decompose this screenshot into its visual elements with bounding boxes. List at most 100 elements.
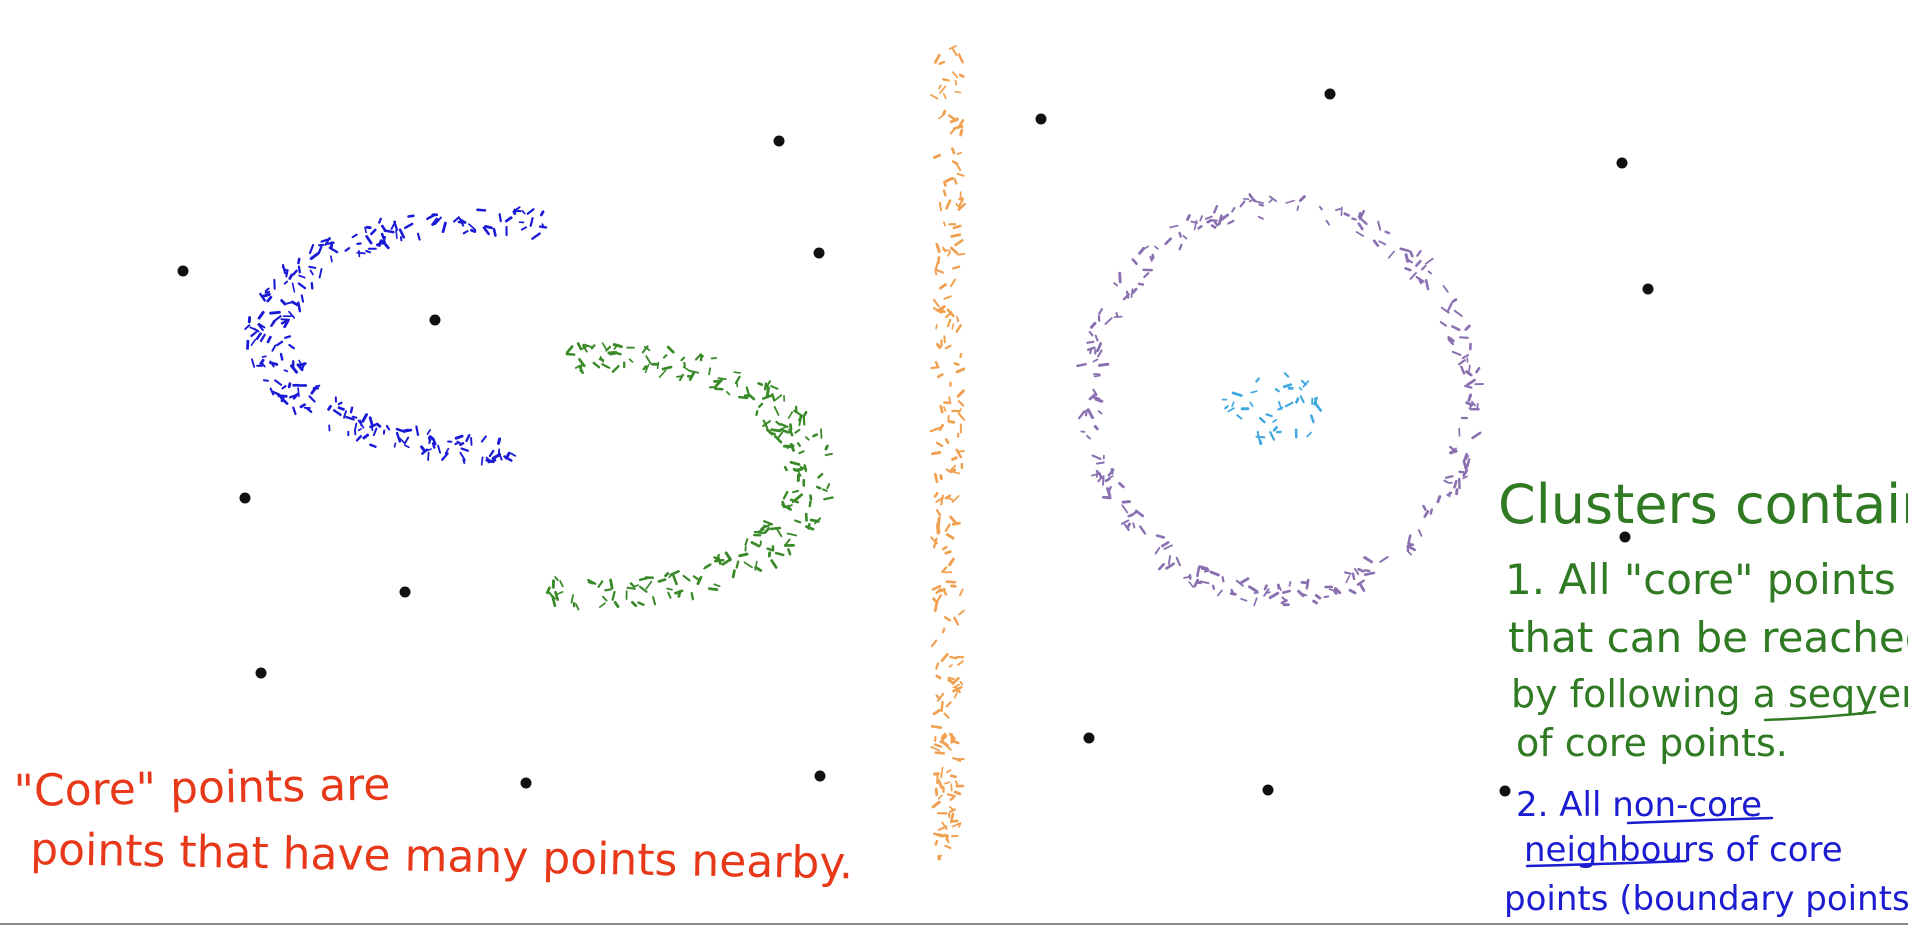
purple-point: [1217, 214, 1223, 226]
green-point: [713, 379, 722, 383]
orange-point: [955, 448, 963, 459]
orange-point: [949, 515, 958, 526]
purple-point: [1137, 282, 1145, 286]
orange-point: [938, 201, 942, 212]
green-point: [763, 527, 771, 534]
blue-point: [369, 228, 377, 236]
purple-point: [1248, 585, 1259, 593]
orange-point: [935, 662, 940, 670]
core-note-line-2: points that have many points nearby.: [30, 824, 854, 889]
blue-point: [324, 237, 331, 246]
orange-point: [948, 664, 953, 668]
green-point: [743, 561, 753, 569]
green-point: [799, 465, 808, 470]
orange-point: [935, 674, 942, 680]
green-point: [798, 450, 805, 455]
purple-point: [1240, 577, 1250, 584]
purple-point: [1429, 508, 1434, 515]
blue-point: [375, 422, 382, 428]
green-point: [780, 423, 789, 428]
blue-point: [309, 269, 314, 276]
purple-point: [1076, 362, 1087, 368]
green-point: [545, 586, 551, 595]
purple-point: [1462, 454, 1470, 463]
purple-point: [1424, 279, 1430, 291]
green-point: [683, 361, 686, 367]
purple-point: [1280, 599, 1288, 605]
light-blue-point: [1224, 405, 1229, 410]
blue-point: [390, 220, 397, 230]
purple-point: [1358, 582, 1366, 592]
purple-point: [1096, 342, 1103, 353]
orange-point: [935, 441, 944, 448]
light-blue-point: [1255, 377, 1261, 383]
purple-point: [1130, 288, 1134, 298]
orange-point: [945, 701, 952, 708]
blue-point: [337, 401, 343, 406]
blue-point: [253, 327, 260, 333]
orange-point: [950, 464, 957, 471]
purple-point: [1348, 588, 1357, 595]
blue-point: [280, 299, 287, 306]
green-point: [809, 518, 820, 523]
purple-point: [1453, 479, 1458, 489]
noise-point: [1619, 531, 1631, 543]
orange-point: [956, 151, 963, 155]
orange-point: [950, 233, 962, 238]
green-point: [757, 382, 764, 386]
purple-point: [1353, 567, 1360, 576]
blue-point: [258, 323, 266, 329]
purple-point: [1175, 556, 1181, 567]
green-moon-cluster: [545, 342, 834, 611]
orange-point: [933, 491, 939, 498]
green-point: [678, 373, 685, 381]
green-point: [592, 361, 601, 369]
orange-point: [950, 783, 953, 792]
orange-point: [958, 609, 965, 616]
blue-point: [457, 220, 467, 224]
blue-point: [468, 223, 477, 231]
blue-point: [441, 452, 449, 461]
blue-point: [521, 210, 526, 215]
orange-point: [958, 73, 965, 78]
green-point: [755, 410, 759, 417]
blue-point: [290, 364, 299, 374]
green-point: [774, 551, 785, 557]
purple-point: [1210, 224, 1217, 229]
green-point: [674, 589, 684, 595]
light-blue-point: [1306, 431, 1312, 438]
purple-point: [1462, 469, 1469, 477]
green-point: [793, 493, 804, 502]
orange-line-cluster: [929, 45, 966, 861]
orange-point: [953, 790, 962, 796]
light-blue-center-cluster: [1221, 372, 1323, 446]
green-point: [787, 504, 791, 510]
green-point: [656, 361, 660, 370]
orange-point: [943, 616, 952, 622]
purple-point: [1178, 231, 1182, 238]
purple-point: [1167, 555, 1172, 565]
orange-point: [933, 743, 943, 748]
orange-point: [934, 268, 945, 274]
orange-point: [940, 494, 944, 506]
blue-point: [269, 387, 275, 396]
noise-point: [1262, 784, 1274, 796]
orange-point: [951, 676, 960, 686]
purple-point: [1161, 541, 1170, 548]
orange-point: [948, 732, 956, 740]
orange-point: [936, 516, 941, 527]
light-blue-point: [1272, 425, 1278, 432]
orange-point: [932, 708, 941, 716]
orange-point: [930, 536, 938, 545]
orange-point: [937, 854, 942, 861]
blue-point: [255, 332, 262, 341]
neighbours-underline: [1525, 859, 1688, 868]
green-point: [642, 365, 648, 371]
blue-point: [283, 319, 290, 329]
noise-point: [813, 247, 825, 259]
purple-point: [1138, 525, 1147, 535]
purple-point: [1118, 481, 1125, 489]
blue-point: [480, 435, 487, 443]
green-point: [661, 365, 673, 371]
blue-point: [280, 319, 288, 325]
